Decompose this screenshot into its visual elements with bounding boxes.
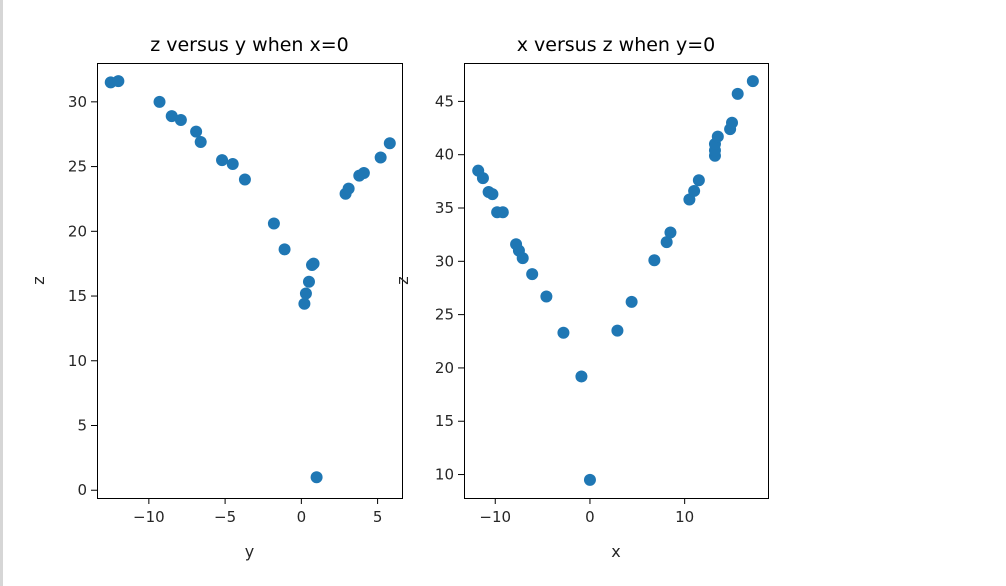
data-point — [383, 137, 396, 150]
chart-title: z versus y when x=0 — [150, 34, 349, 56]
data-point — [374, 151, 387, 164]
data-point — [692, 174, 705, 187]
data-point — [165, 110, 178, 123]
y-tick-label: 30 — [68, 93, 87, 111]
data-point — [216, 154, 229, 167]
y-tick-label: 15 — [435, 412, 454, 430]
y-tick-label: 20 — [68, 222, 87, 240]
x-axis-label: y — [245, 542, 254, 561]
data-point — [557, 326, 570, 339]
data-point — [238, 173, 251, 186]
subplot-2: −10 0 10 10 15 20 25 30 35 40 45 x versus z when y=… — [393, 34, 769, 561]
y-axis-label: z — [393, 276, 412, 284]
data-point — [267, 217, 280, 230]
data-point — [664, 226, 677, 239]
data-point — [310, 471, 323, 484]
plot-frame — [97, 63, 403, 499]
data-point — [731, 87, 744, 100]
y-tick-label: 10 — [435, 466, 454, 484]
y-tick-label: 30 — [435, 252, 454, 270]
data-point — [112, 75, 125, 88]
data-point — [194, 135, 207, 148]
y-tick-label: 20 — [435, 359, 454, 377]
y-tick-label: 5 — [77, 417, 87, 435]
data-point — [660, 236, 673, 249]
data-point — [226, 157, 239, 170]
x-tick-label: 5 — [373, 508, 383, 526]
x-tick-label: −5 — [214, 508, 236, 526]
plot-frame — [464, 63, 769, 499]
data-point — [153, 95, 166, 108]
data-point — [342, 182, 355, 195]
data-point — [575, 370, 588, 383]
data-point — [688, 184, 701, 197]
data-point — [298, 297, 311, 310]
x-tick-label: −10 — [133, 508, 165, 526]
y-tick-label: 35 — [435, 199, 454, 217]
data-point — [583, 473, 596, 486]
x-axis-label: x — [611, 542, 620, 561]
data-point — [540, 290, 553, 303]
data-point — [526, 268, 539, 281]
data-point — [611, 324, 624, 337]
y-tick-label: 10 — [68, 352, 87, 370]
y-tick-label: 15 — [68, 287, 87, 305]
x-tick-label: 0 — [297, 508, 307, 526]
data-point — [190, 125, 203, 138]
data-point — [726, 116, 739, 129]
y-tick-label: 40 — [435, 146, 454, 164]
data-point — [174, 113, 187, 126]
y-tick-label: 25 — [68, 158, 87, 176]
y-tick-label: 45 — [435, 92, 454, 110]
data-point — [278, 243, 291, 256]
y-axis-label: z — [29, 276, 48, 284]
data-point — [302, 275, 315, 288]
data-point — [625, 295, 638, 308]
data-point — [648, 254, 661, 267]
y-tick-label: 0 — [77, 481, 87, 499]
y-tick-label: 25 — [435, 306, 454, 324]
data-point — [307, 257, 320, 270]
data-point — [746, 75, 759, 88]
x-tick-label: 0 — [585, 508, 595, 526]
data-point — [711, 130, 724, 143]
data-point — [516, 252, 529, 265]
data-point — [486, 188, 499, 201]
x-tick-label: −10 — [479, 508, 511, 526]
data-point — [496, 206, 509, 219]
subplot-1: −10 −5 0 5 0 5 10 15 20 25 30 z versus y when x=0 y z — [29, 34, 403, 561]
x-tick-label: 10 — [675, 508, 694, 526]
data-point — [357, 167, 370, 180]
chart-title: x versus z when y=0 — [517, 34, 716, 56]
data-point — [476, 172, 489, 185]
figure-canvas: −10 −5 0 5 0 5 10 15 20 25 30 z versus y when x=0 y z… — [29, 34, 769, 561]
data-point — [299, 287, 312, 300]
